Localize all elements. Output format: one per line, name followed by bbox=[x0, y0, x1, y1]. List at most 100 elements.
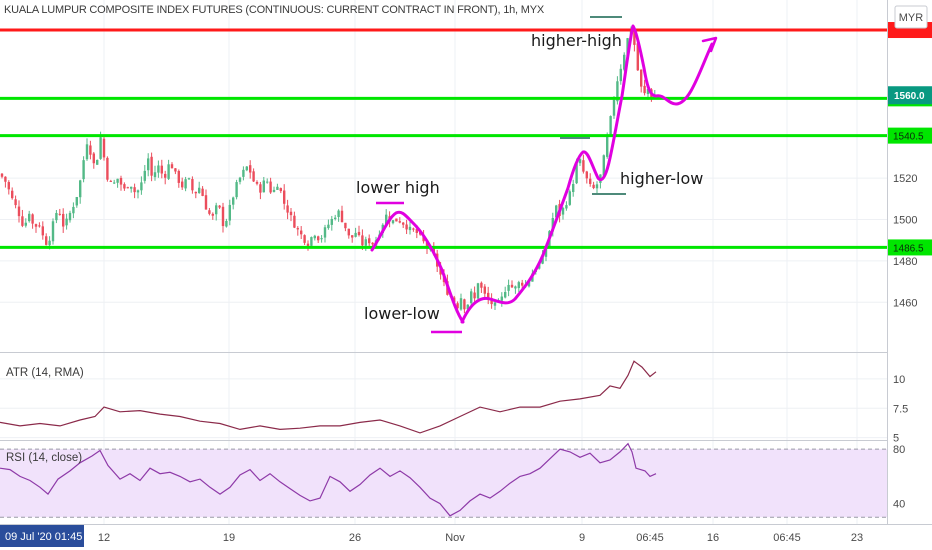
candle-body bbox=[255, 181, 259, 184]
atr-pane[interactable]: 5 7.5 10 ATR (14, RMA) bbox=[0, 360, 908, 445]
candle-body bbox=[198, 187, 201, 194]
candle-body bbox=[626, 38, 629, 56]
rsi-band bbox=[0, 449, 887, 518]
candle-body bbox=[106, 157, 109, 180]
candle-body bbox=[276, 186, 279, 190]
candle-body bbox=[408, 226, 412, 231]
candle-body bbox=[300, 230, 303, 235]
text-annotations[interactable]: higher-high lower high higher-low lower-low bbox=[356, 31, 703, 323]
candle-body bbox=[177, 170, 180, 183]
last-price-label: 1560.0 bbox=[894, 91, 925, 102]
time-tick-label: 12 bbox=[98, 532, 110, 544]
arrow-head[interactable] bbox=[701, 36, 718, 53]
candle-body bbox=[167, 164, 170, 179]
candle-body bbox=[589, 178, 592, 184]
candle-body bbox=[4, 176, 7, 182]
candle-body bbox=[459, 298, 463, 310]
candle-body bbox=[170, 164, 174, 169]
candle-body bbox=[602, 155, 605, 176]
candle-body bbox=[249, 165, 252, 173]
candle-body bbox=[561, 207, 565, 215]
time-tick-label: Nov bbox=[445, 532, 465, 544]
candle-body bbox=[164, 173, 167, 178]
candle-body bbox=[228, 204, 231, 221]
candle-body bbox=[480, 282, 483, 288]
candle-body bbox=[551, 218, 554, 232]
candle-body bbox=[289, 211, 293, 216]
candle-body bbox=[17, 206, 21, 217]
level-price-tag bbox=[888, 127, 932, 144]
candle-body bbox=[327, 224, 330, 229]
candle-body bbox=[7, 182, 10, 190]
candle-body bbox=[208, 210, 211, 214]
candle-body bbox=[507, 284, 510, 291]
candle-body bbox=[402, 222, 405, 225]
rsi-pane[interactable]: 40 80 RSI (14, close) bbox=[0, 442, 905, 518]
candle-body bbox=[487, 292, 490, 300]
annotation-higher-high[interactable]: higher-high bbox=[531, 31, 622, 50]
candle-body bbox=[592, 184, 595, 189]
time-tick-label: 06:45 bbox=[636, 532, 664, 544]
candle-body bbox=[68, 212, 72, 221]
chart-title: KUALA LUMPUR COMPOSITE INDEX FUTURES (CO… bbox=[4, 4, 545, 16]
candle-body bbox=[147, 158, 150, 171]
candle-body bbox=[204, 195, 208, 210]
candle-body bbox=[612, 99, 616, 116]
candle-body bbox=[609, 116, 612, 135]
annotation-lower-low[interactable]: lower-low bbox=[364, 304, 440, 323]
candle-body bbox=[361, 235, 364, 246]
candle-body bbox=[41, 226, 44, 236]
candle-body bbox=[616, 81, 619, 102]
candle-body bbox=[541, 255, 544, 264]
rsi-tick-label: 40 bbox=[893, 499, 905, 511]
candle-body bbox=[337, 210, 340, 218]
time-axis[interactable]: 12 19 26 Nov 9 16 06:45 23 06:45 bbox=[98, 532, 863, 544]
price-axis[interactable]: 1460 1480 1500 1520 bbox=[893, 173, 917, 309]
candle-body bbox=[238, 177, 242, 182]
trend-curve[interactable] bbox=[370, 210, 465, 324]
trend-drawings[interactable] bbox=[370, 16, 718, 334]
candle-body bbox=[456, 303, 459, 309]
time-tick-label: 26 bbox=[349, 532, 361, 544]
candle-body bbox=[544, 247, 548, 257]
candle-body bbox=[303, 235, 306, 243]
candle-body bbox=[476, 283, 480, 299]
candle-body bbox=[606, 135, 609, 157]
candle-body bbox=[14, 199, 17, 206]
candle-body bbox=[555, 205, 558, 218]
price-grid bbox=[0, 177, 887, 303]
candle-body bbox=[21, 216, 24, 226]
candle-body bbox=[99, 137, 102, 159]
vertical-grid bbox=[103, 0, 858, 524]
time-tick-label: 06:45 bbox=[773, 532, 801, 544]
candle-body bbox=[225, 220, 228, 227]
candle-body bbox=[24, 222, 27, 226]
price-tick-label: 1480 bbox=[893, 256, 917, 268]
candle-body bbox=[140, 182, 143, 191]
candle-body bbox=[160, 165, 163, 174]
currency-button[interactable]: MYR bbox=[894, 5, 928, 29]
candle-body bbox=[585, 171, 588, 179]
candle-body bbox=[313, 235, 316, 239]
candle-body bbox=[504, 292, 507, 298]
candle-body bbox=[92, 153, 95, 164]
annotation-lower-high[interactable]: lower high bbox=[356, 178, 440, 197]
candle-body bbox=[262, 180, 265, 193]
candle-body bbox=[119, 177, 123, 185]
candle-body bbox=[582, 160, 585, 172]
candle-body bbox=[11, 190, 14, 199]
candle-body bbox=[463, 299, 466, 310]
candle-body bbox=[65, 218, 68, 226]
trend-curve[interactable] bbox=[460, 24, 714, 324]
candle-body bbox=[619, 68, 622, 82]
candle-body bbox=[242, 169, 245, 177]
candle-body bbox=[130, 186, 133, 189]
candle-body bbox=[136, 190, 140, 193]
candle-body bbox=[272, 189, 276, 192]
candle-body bbox=[116, 178, 119, 183]
candle-body bbox=[340, 210, 344, 223]
annotation-higher-low[interactable]: higher-low bbox=[620, 169, 703, 188]
